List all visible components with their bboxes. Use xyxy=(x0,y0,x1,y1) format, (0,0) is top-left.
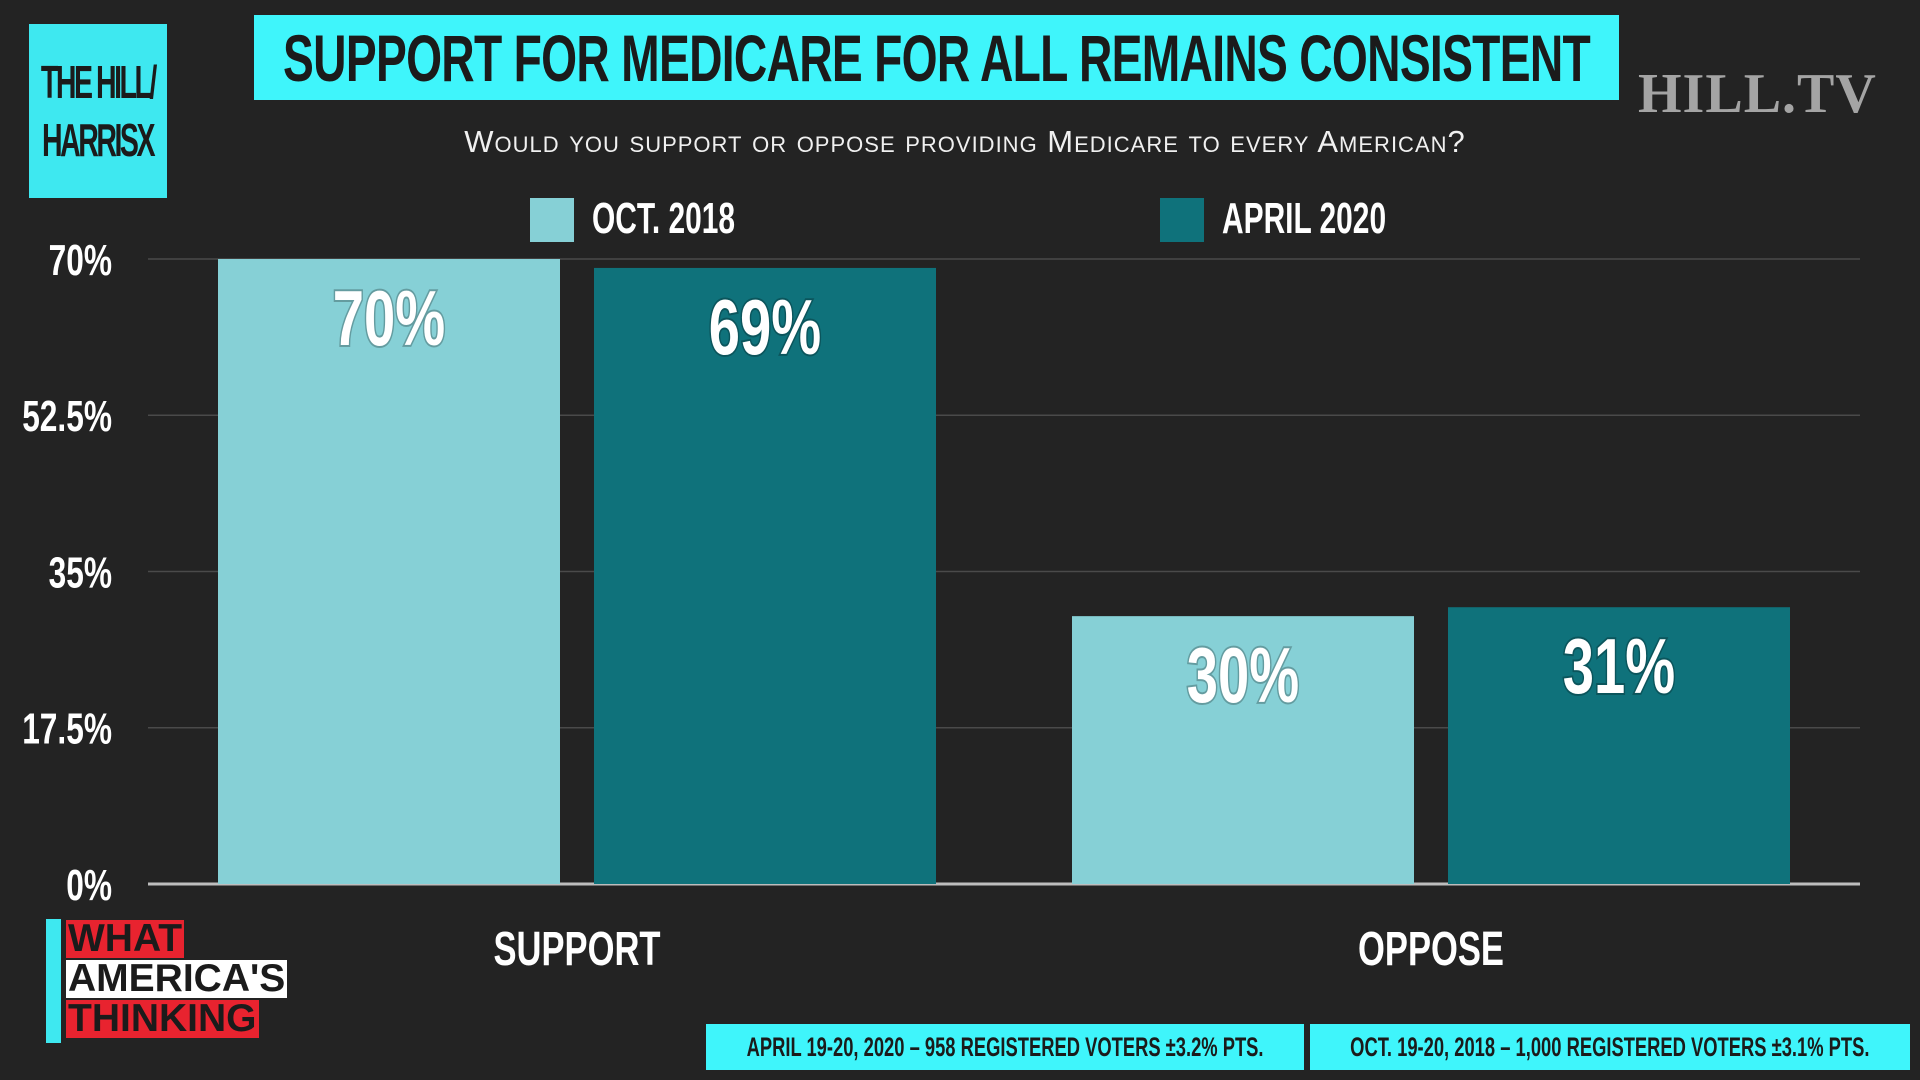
legend-label-oct-2018: OCT. 2018 xyxy=(592,194,736,243)
title-band: SUPPORT FOR MEDICARE FOR ALL REMAINS CON… xyxy=(254,15,1619,100)
bar-oppose-april-2020 xyxy=(1448,607,1790,884)
chart-title: SUPPORT FOR MEDICARE FOR ALL REMAINS CON… xyxy=(283,20,1591,95)
bar-support-oct-2018 xyxy=(218,259,560,884)
logo-line-2: HARRISX xyxy=(42,114,156,166)
logo-line-1: THE HILL/ xyxy=(41,56,157,108)
legend-label-april-2020: APRIL 2020 xyxy=(1222,194,1387,243)
data-label: 70% xyxy=(333,275,445,362)
y-tick-label: 70% xyxy=(49,236,112,285)
data-label: 30% xyxy=(1187,632,1299,719)
y-tick-label: 17.5% xyxy=(22,705,112,754)
category-label-oppose: OPPOSE xyxy=(1358,921,1504,975)
thinking-word: THINKING xyxy=(66,997,259,1040)
y-tick-label: 35% xyxy=(49,548,112,597)
chart-subtitle: Would you support or oppose providing Me… xyxy=(464,124,1466,159)
source-text-oct-2018: OCT. 19-20, 2018 – 1,000 REGISTERED VOTE… xyxy=(1350,1031,1870,1062)
the-hill-harrisx-logo: THE HILL/ HARRISX xyxy=(29,24,167,198)
source-note-april-2020: APRIL 19-20, 2020 – 958 REGISTERED VOTER… xyxy=(706,1024,1304,1070)
legend-swatch-april-2020 xyxy=(1160,198,1204,242)
data-label: 31% xyxy=(1563,623,1675,710)
source-note-oct-2018: OCT. 19-20, 2018 – 1,000 REGISTERED VOTE… xyxy=(1310,1024,1910,1070)
hill-tv-logo: HILL.TV xyxy=(1638,63,1877,125)
bar-support-april-2020 xyxy=(594,267,936,884)
what-americas-thinking-accent xyxy=(46,919,61,1043)
what-word: WHAT xyxy=(66,917,185,960)
legend-swatch-oct-2018 xyxy=(530,198,574,242)
source-text-april-2020: APRIL 19-20, 2020 – 958 REGISTERED VOTER… xyxy=(746,1031,1264,1062)
y-tick-label: 52.5% xyxy=(22,392,112,441)
bar-oppose-oct-2018 xyxy=(1072,616,1414,884)
y-tick-label: 0% xyxy=(66,861,112,910)
data-label: 69% xyxy=(709,284,821,371)
americas-word: AMERICA'S xyxy=(66,957,288,1000)
category-label-support: SUPPORT xyxy=(493,921,660,975)
